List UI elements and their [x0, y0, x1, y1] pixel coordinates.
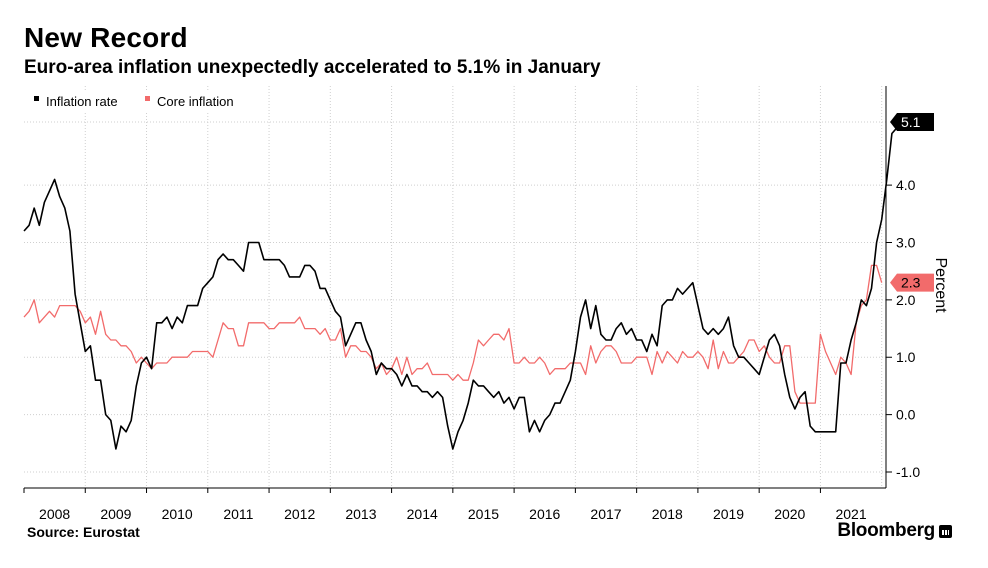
x-tick-label: 2021	[835, 506, 866, 522]
x-tick-label: 2020	[774, 506, 805, 522]
last-value-badge-core	[890, 273, 934, 292]
x-tick-label: 2019	[713, 506, 744, 522]
x-tick-label: 2010	[162, 506, 193, 522]
y-axis-label: Percent	[932, 257, 949, 313]
y-tick-label: 1.0	[896, 349, 916, 365]
y-tick-label: 3.0	[896, 234, 916, 250]
brand-logo: Bloomberg	[837, 520, 952, 542]
series-line-core-inflation	[23, 264, 883, 404]
x-tick-label: 2011	[223, 506, 253, 522]
x-tick-label: 2016	[529, 506, 560, 522]
bloomberg-chart-icon	[939, 524, 952, 538]
last-value-label-inflation: 5.1	[901, 114, 921, 130]
last-value-label-core: 2.3	[901, 275, 921, 291]
legend-swatch-inflation-rate	[34, 96, 39, 101]
chart-subtitle: Euro-area inflation unexpectedly acceler…	[24, 57, 601, 78]
y-tick-label: 0.0	[896, 407, 916, 423]
series-line-inflation-rate	[23, 121, 903, 450]
legend-box	[27, 90, 249, 112]
x-tick-label: 2018	[652, 506, 683, 522]
x-tick-label: 2009	[100, 506, 131, 522]
x-tick-label: 2013	[345, 506, 376, 522]
brand-name: Bloomberg	[837, 520, 935, 541]
legend-swatch-core-inflation	[145, 96, 150, 101]
legend-label-inflation-rate: Inflation rate	[46, 94, 118, 109]
y-tick-label: 4.0	[896, 177, 916, 193]
x-tick-label: 2012	[284, 506, 315, 522]
source-note: Source: Eurostat	[27, 524, 140, 540]
x-tick-label: 2008	[39, 506, 70, 522]
last-value-badge-inflation	[890, 113, 934, 131]
x-tick-label: 2015	[468, 506, 499, 522]
x-tick-label: 2014	[407, 506, 438, 522]
chart-title: New Record	[24, 22, 188, 53]
y-tick-label: 2.0	[896, 292, 916, 308]
legend-label-core-inflation: Core inflation	[157, 94, 234, 109]
y-tick-label: -1.0	[896, 464, 920, 480]
x-tick-label: 2017	[590, 506, 621, 522]
